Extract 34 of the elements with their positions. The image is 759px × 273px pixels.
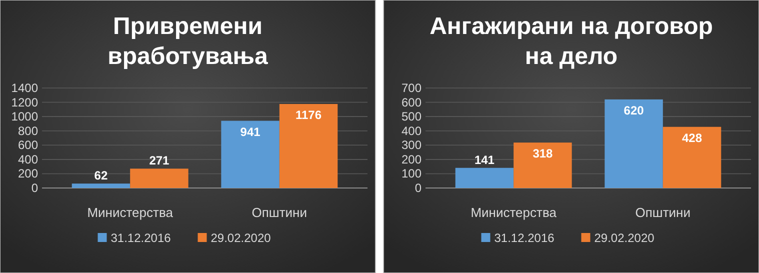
y-tick-label: 500: [401, 110, 422, 124]
y-tick-label: 0: [414, 181, 422, 195]
x-tick-label: Министерства: [470, 205, 558, 220]
y-tick-label: 1000: [11, 110, 38, 124]
y-tick-label: 0: [31, 181, 38, 195]
chart-title: Ангажирани на договор на дело: [430, 13, 713, 70]
data-label: 620: [624, 103, 644, 118]
legend-label: 31.12.2016: [494, 231, 555, 245]
data-label: 62: [94, 168, 108, 183]
data-label: 428: [682, 130, 702, 145]
y-tick-label: 400: [18, 152, 38, 166]
data-label: 941: [240, 124, 261, 139]
y-tick-label: 200: [18, 166, 38, 181]
y-tick-label: 1200: [11, 95, 38, 110]
data-label: 318: [532, 146, 554, 161]
x-tick-label: Општини: [252, 205, 308, 220]
y-tick-label: 1400: [11, 81, 38, 95]
y-tick-label: 100: [401, 166, 422, 181]
chart-title: Привремени вработувања: [108, 13, 269, 70]
legend-label: 29.02.2020: [594, 231, 655, 245]
x-tick-label: Министерства: [87, 205, 174, 220]
y-tick-label: 800: [18, 124, 38, 138]
y-tick-label: 600: [401, 95, 422, 110]
y-tick-label: 700: [401, 81, 422, 95]
x-tick-label: Општини: [635, 205, 691, 220]
legend-label: 29.02.2020: [210, 231, 272, 245]
legend-label: 31.12.2016: [110, 231, 172, 245]
data-label: 1176: [296, 108, 322, 122]
data-label: 271: [149, 154, 170, 168]
data-label: 141: [474, 152, 495, 167]
y-tick-label: 200: [401, 152, 422, 166]
y-tick-label: 600: [18, 138, 38, 152]
y-tick-label: 400: [401, 124, 422, 138]
y-tick-label: 300: [401, 138, 422, 152]
